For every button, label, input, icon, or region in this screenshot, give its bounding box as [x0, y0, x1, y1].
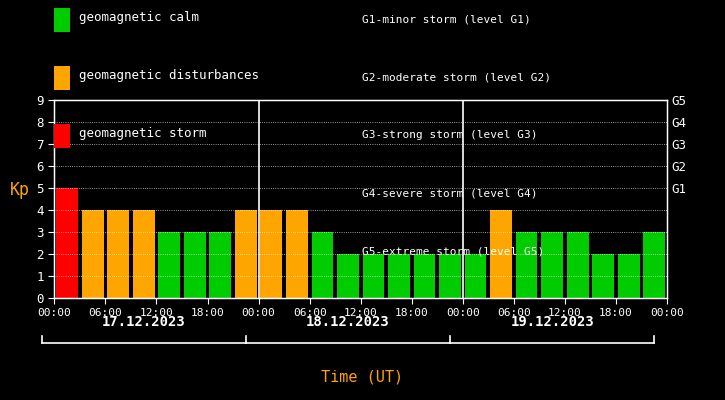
- Bar: [312, 232, 334, 298]
- Bar: [158, 232, 180, 298]
- Text: geomagnetic disturbances: geomagnetic disturbances: [79, 70, 259, 82]
- Text: G3-strong storm (level G3): G3-strong storm (level G3): [362, 130, 538, 140]
- Bar: [643, 232, 665, 298]
- Bar: [133, 210, 154, 298]
- Text: G5-extreme storm (level G5): G5-extreme storm (level G5): [362, 246, 544, 256]
- Text: G4-severe storm (level G4): G4-severe storm (level G4): [362, 188, 538, 198]
- Text: G1-minor storm (level G1): G1-minor storm (level G1): [362, 14, 531, 24]
- Bar: [515, 232, 537, 298]
- Text: 19.12.2023: 19.12.2023: [510, 315, 594, 329]
- Bar: [362, 254, 384, 298]
- Bar: [82, 210, 104, 298]
- Bar: [618, 254, 639, 298]
- Bar: [337, 254, 359, 298]
- Bar: [414, 254, 435, 298]
- Bar: [388, 254, 410, 298]
- Bar: [235, 210, 257, 298]
- Bar: [465, 254, 486, 298]
- Bar: [542, 232, 563, 298]
- Text: Time (UT): Time (UT): [321, 369, 404, 384]
- Text: 17.12.2023: 17.12.2023: [102, 315, 186, 329]
- Text: geomagnetic calm: geomagnetic calm: [79, 12, 199, 24]
- Bar: [210, 232, 231, 298]
- Y-axis label: Kp: Kp: [10, 181, 30, 199]
- Bar: [184, 232, 206, 298]
- Bar: [439, 254, 461, 298]
- Text: geomagnetic storm: geomagnetic storm: [79, 128, 207, 140]
- Bar: [490, 210, 512, 298]
- Bar: [107, 210, 129, 298]
- Bar: [592, 254, 614, 298]
- Bar: [260, 210, 282, 298]
- Bar: [57, 188, 78, 298]
- Text: 18.12.2023: 18.12.2023: [306, 315, 390, 329]
- Bar: [286, 210, 307, 298]
- Text: G2-moderate storm (level G2): G2-moderate storm (level G2): [362, 72, 552, 82]
- Bar: [567, 232, 589, 298]
